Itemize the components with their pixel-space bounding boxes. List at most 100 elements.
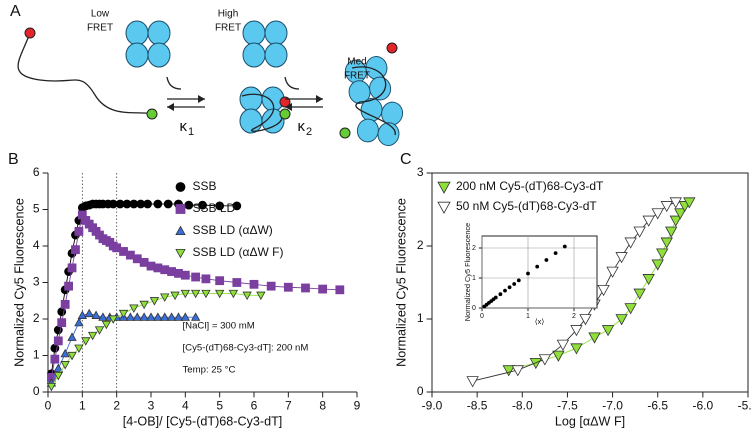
data-point (84, 308, 94, 318)
x-tick-label: 6 (251, 399, 258, 413)
data-point (606, 266, 619, 278)
dna-wrap (241, 93, 283, 132)
data-point (642, 215, 655, 227)
ssb-subunit (381, 101, 404, 126)
ssb-tetramer (344, 56, 392, 104)
panel-label: B (8, 151, 19, 168)
data-point (466, 376, 479, 388)
legend-marker (437, 181, 451, 194)
data-point (624, 303, 637, 315)
data-point (94, 326, 105, 335)
data-point (64, 281, 73, 291)
ssb-subunit (239, 86, 263, 112)
data-point (146, 312, 156, 321)
data-point (660, 237, 673, 249)
state-label: High (218, 9, 239, 20)
data-point (53, 371, 63, 381)
data-point (143, 199, 152, 209)
x-tick-label: -8.5 (467, 399, 488, 413)
data-point (60, 348, 70, 358)
data-point (173, 312, 184, 321)
data-point (502, 365, 515, 377)
data-point (570, 343, 583, 355)
data-point (215, 276, 225, 286)
data-point (198, 200, 207, 210)
data-point (633, 288, 646, 300)
data-point (180, 270, 190, 280)
data-point (526, 271, 530, 276)
cy3-dye (146, 108, 158, 120)
data-point (597, 285, 610, 297)
ssb-tetramer (125, 20, 171, 68)
y-tick-label: 2 (417, 238, 424, 252)
data-point (232, 278, 242, 287)
rate-symbol: κ (180, 118, 188, 135)
data-point (201, 289, 211, 299)
x-tick-label: 2 (113, 399, 120, 413)
x-tick-label: -9.0 (422, 399, 443, 413)
x-tick-label: -6.5 (647, 399, 668, 413)
data-point (615, 314, 628, 326)
arrow-head (316, 95, 323, 103)
data-point (46, 382, 57, 392)
data-point (512, 282, 517, 286)
x-tick-label: -7.0 (602, 399, 623, 413)
x-tick-label: 5 (216, 399, 223, 413)
x-tick-label: 3 (148, 399, 155, 413)
curved-arrow (166, 76, 182, 90)
legend-label: SSB LD (αΔW F) (193, 245, 284, 259)
ssb-subunit (239, 108, 263, 134)
data-point (81, 337, 91, 346)
x-tick-label: 0 (480, 313, 484, 320)
data-point (283, 282, 293, 292)
legend-label: 200 nM Cy5-(dT)68-Cy3-dT (456, 179, 604, 193)
annotation: Temp: 25 °C (183, 365, 236, 376)
curved-arrow (284, 76, 300, 90)
data-point (588, 332, 601, 344)
data-point (301, 283, 310, 293)
legend-marker (175, 204, 186, 214)
dna-strand (17, 32, 153, 115)
legend-marker (175, 225, 186, 235)
cy5-dye (386, 42, 398, 54)
ssb-subunit (147, 42, 171, 68)
data-point (579, 314, 592, 326)
y-tick-label: 2 (472, 245, 476, 252)
data-point (665, 226, 678, 238)
ssb-subunit (242, 20, 266, 46)
cy3-dye (339, 127, 351, 139)
data-point (683, 197, 696, 209)
y-tick-label: 5 (33, 202, 40, 216)
legend-label: SSB LD (193, 201, 236, 215)
annotation: [NaCl] = 300 mM (183, 321, 255, 332)
arrow-head (198, 95, 205, 103)
data-point (535, 264, 540, 269)
data-point (669, 215, 682, 227)
data-point (149, 297, 160, 306)
data-point (601, 325, 615, 337)
data-point (242, 291, 252, 301)
cy3-dye (279, 108, 291, 120)
data-point (153, 199, 163, 209)
data-point (77, 310, 88, 319)
x-axis-label: [4-OB]/ [Cy5-(dT)68-Cy3-dT] (123, 414, 283, 428)
x-tick-label: -7.5 (557, 399, 578, 413)
data-point (53, 363, 63, 372)
data-point (503, 288, 507, 293)
data-point (101, 320, 112, 330)
x-tick-label: 4 (182, 399, 189, 413)
fit-line (51, 313, 196, 384)
data-point (529, 358, 543, 370)
y-tick-label: 2 (33, 311, 40, 325)
data-point (67, 332, 77, 341)
rate-symbol: κ (298, 118, 306, 135)
state-label: Med (347, 57, 366, 68)
y-tick-label: 0 (472, 305, 476, 312)
data-point (228, 289, 239, 299)
rate-subscript: 2 (306, 126, 312, 138)
data-point (642, 274, 655, 286)
y-tick-label: 1 (33, 348, 40, 362)
y-tick-label: 0 (417, 384, 424, 398)
data-point (201, 274, 211, 284)
ssb-subunit (147, 20, 171, 46)
